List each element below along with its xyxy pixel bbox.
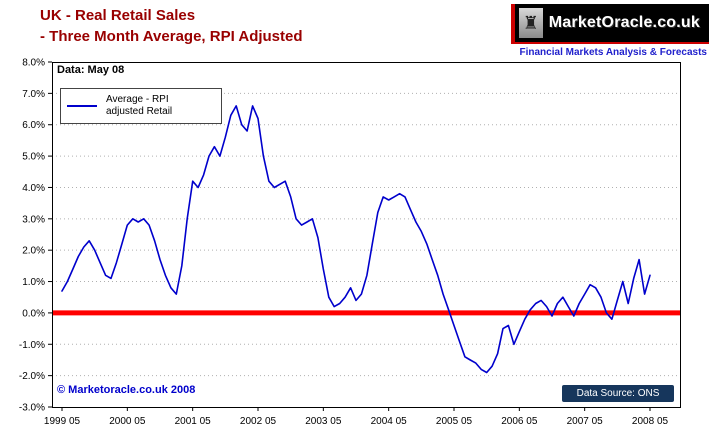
svg-text:2005 05: 2005 05 [436,416,473,427]
svg-text:7.0%: 7.0% [22,89,45,100]
chart-data-label: Data: May 08 [57,64,125,76]
svg-text:5.0%: 5.0% [22,152,45,163]
svg-text:2003 05: 2003 05 [305,416,342,427]
page-title-line1: UK - Real Retail Sales [40,7,196,24]
legend-label-line2: adjusted Retail [106,106,173,117]
svg-text:-1.0%: -1.0% [19,340,45,351]
logo[interactable]: ♜ MarketOracle.co.uk [510,4,709,44]
chart-copyright: © Marketoracle.co.uk 2008 [57,384,196,396]
logo-tagline: Financial Markets Analysis & Forecasts [519,47,708,58]
svg-text:3.0%: 3.0% [22,214,45,225]
svg-text:0.0%: 0.0% [22,308,45,319]
page-title-line2: - Three Month Average, RPI Adjusted [40,28,303,45]
svg-text:2004 05: 2004 05 [371,416,408,427]
svg-text:2007 05: 2007 05 [567,416,604,427]
legend-label-line1: Average - RPI [106,94,169,105]
svg-text:1.0%: 1.0% [22,277,45,288]
svg-text:-3.0%: -3.0% [19,403,45,414]
svg-text:2002 05: 2002 05 [240,416,277,427]
svg-text:8.0%: 8.0% [22,58,45,69]
svg-text:2.0%: 2.0% [22,246,45,257]
legend-line-icon [67,105,97,107]
svg-text:6.0%: 6.0% [22,120,45,131]
svg-text:2008 05: 2008 05 [632,416,669,427]
data-source-badge: Data Source: ONS [562,385,674,402]
statue-icon: ♜ [518,8,543,38]
svg-text:2006 05: 2006 05 [501,416,538,427]
chart: 8.0% 7.0% 6.0% 5.0% 4.0% 3.0% 2.0% 1.0% 0.0% -1.0… [0,56,715,435]
logo-text: MarketOracle.co.uk [548,14,700,31]
svg-text:4.0%: 4.0% [22,183,45,194]
svg-text:1999 05: 1999 05 [44,416,81,427]
page-title: UK - Real Retail Sales - Three Month Ave… [40,5,303,47]
legend-label: Average - RPI adjusted Retail [106,94,172,118]
svg-text:2000 05: 2000 05 [109,416,146,427]
svg-text:-2.0%: -2.0% [19,371,45,382]
svg-text:2001 05: 2001 05 [175,416,212,427]
legend: Average - RPI adjusted Retail [60,88,222,124]
